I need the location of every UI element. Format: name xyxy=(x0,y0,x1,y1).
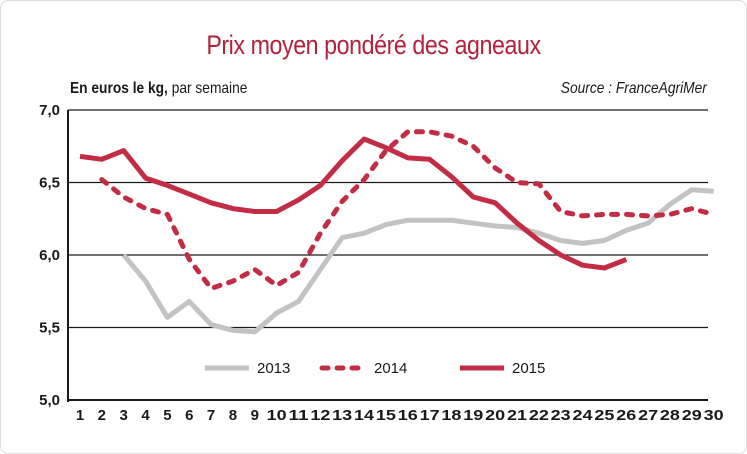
x-tick-label: 10 xyxy=(267,407,287,424)
x-tick-label: 30 xyxy=(704,407,724,424)
x-tick-label: 21 xyxy=(507,407,527,424)
x-tick-label: 17 xyxy=(420,407,440,424)
x-tick-label: 5 xyxy=(163,407,171,424)
x-tick-label: 13 xyxy=(332,407,352,424)
x-tick-label: 29 xyxy=(682,407,702,424)
x-tick-label: 27 xyxy=(638,407,658,424)
x-tick-label: 11 xyxy=(289,407,309,424)
y-tick-label: 6,0 xyxy=(39,247,60,264)
series-line-2015 xyxy=(79,136,628,271)
x-tick-label: 18 xyxy=(441,407,461,424)
x-tick-label: 24 xyxy=(573,407,594,424)
unit-label-bold: En euros le kg, xyxy=(70,80,168,97)
x-tick-label: 2 xyxy=(98,407,106,424)
y-tick-label: 6,5 xyxy=(39,175,60,192)
y-tick-label: 5,5 xyxy=(39,320,60,337)
legend-label-2015: 2015 xyxy=(512,360,545,377)
legend-label-2014: 2014 xyxy=(374,360,407,377)
x-tick-label: 14 xyxy=(354,407,375,424)
unit-label: En euros le kg, par semaine xyxy=(70,80,247,98)
series-line-2013 xyxy=(121,187,714,335)
legend-label-2013: 2013 xyxy=(257,360,290,377)
y-tick-label: 5,0 xyxy=(39,392,60,409)
x-tick-label: 25 xyxy=(594,407,614,424)
x-tick-label: 20 xyxy=(485,407,505,424)
source-label: Source : FranceAgriMer xyxy=(560,80,707,97)
x-tick-label: 15 xyxy=(376,407,396,424)
x-tick-label: 28 xyxy=(660,407,680,424)
chart-title: Prix moyen pondéré des agneaux xyxy=(206,30,541,60)
y-tick-label: 7,0 xyxy=(39,102,60,119)
x-tick-label: 23 xyxy=(551,407,571,424)
x-tick-label: 26 xyxy=(616,407,636,424)
x-tick-label: 19 xyxy=(463,407,483,424)
unit-label-rest: par semaine xyxy=(167,80,248,97)
x-tick-label: 22 xyxy=(529,407,549,424)
x-tick-label: 3 xyxy=(120,407,128,424)
x-tick-label: 1 xyxy=(76,407,84,424)
x-tick-label: 12 xyxy=(310,407,330,424)
x-tick-label: 9 xyxy=(251,407,259,424)
series-line-2014 xyxy=(99,129,717,291)
x-tick-label: 7 xyxy=(207,407,215,424)
x-tick-label: 16 xyxy=(398,407,418,424)
x-tick-label: 4 xyxy=(141,407,150,424)
x-tick-label: 6 xyxy=(185,407,193,424)
x-tick-label: 8 xyxy=(229,407,237,424)
